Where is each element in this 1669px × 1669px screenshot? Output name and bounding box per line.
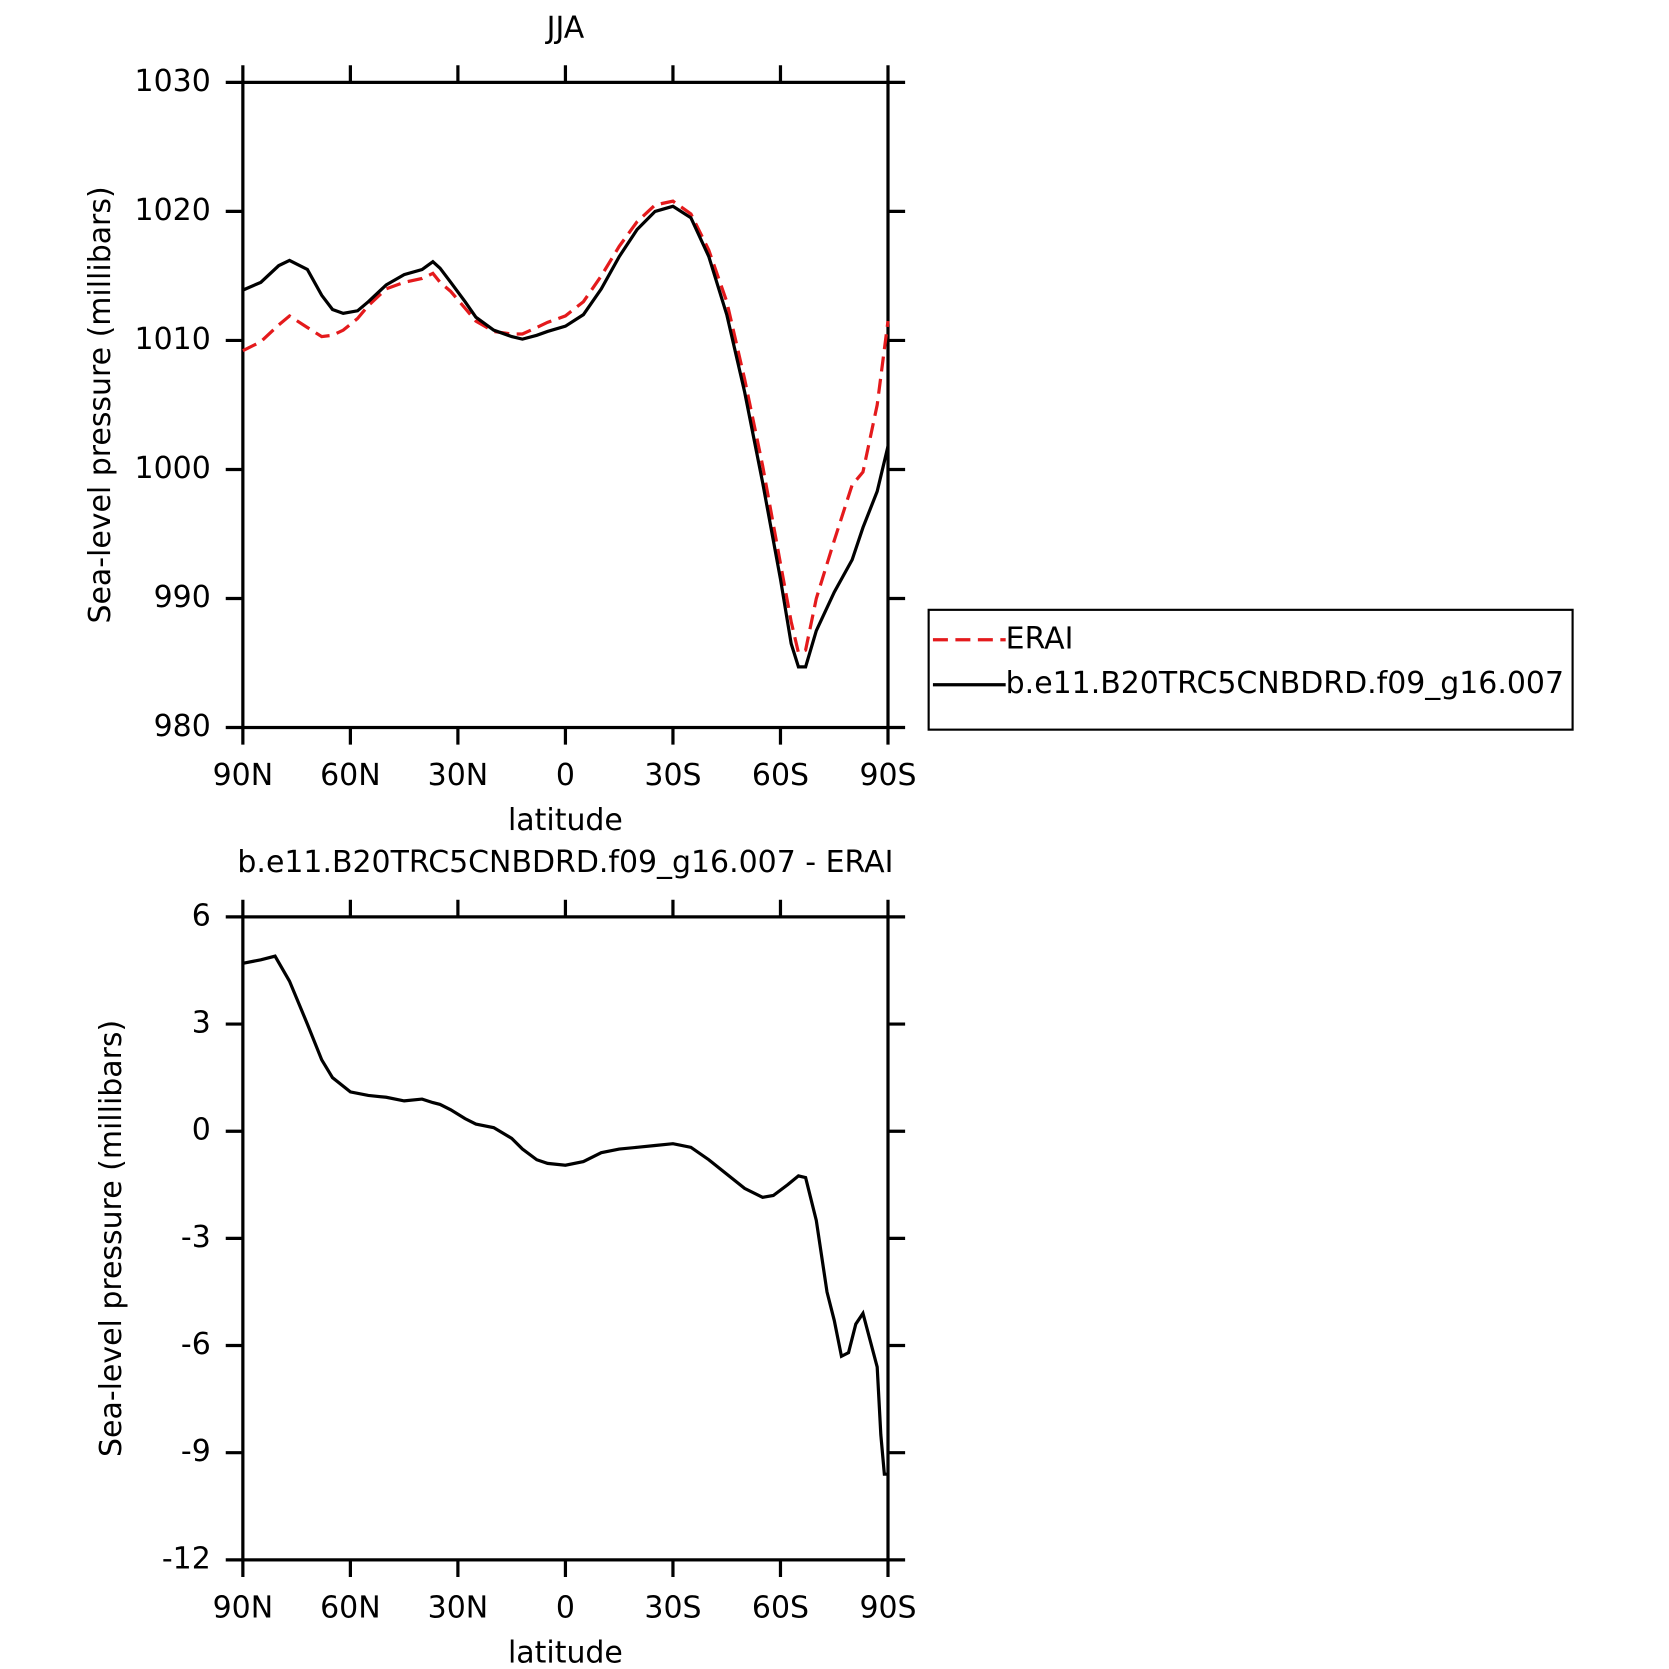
- legend: ERAI b.e11.B20TRC5CNBDRD.f09_g16.007: [927, 608, 1574, 731]
- data-line: [242, 204, 890, 669]
- x-tick-label: 30S: [644, 1591, 701, 1626]
- x-tick-label: 30N: [428, 758, 489, 793]
- y-tick-label: 1030: [135, 64, 211, 99]
- legend-box: [927, 608, 1574, 731]
- x-tick-label: 0: [556, 758, 575, 793]
- data-line: [242, 954, 888, 1476]
- y-tick-label: 6: [192, 898, 211, 933]
- chart-title: JJA: [545, 10, 585, 45]
- y-tick-label: 1020: [135, 193, 211, 228]
- x-tick-label: 30N: [428, 1591, 489, 1626]
- y-axis-label: Sea-level pressure (millibars): [83, 186, 118, 623]
- legend-label: ERAI: [1006, 621, 1074, 656]
- y-tick-label: 1000: [135, 451, 211, 486]
- x-tick-label: 30S: [644, 758, 701, 793]
- chart-title: b.e11.B20TRC5CNBDRD.f09_g16.007 - ERAI: [237, 845, 893, 880]
- y-tick-label: 0: [192, 1113, 211, 1148]
- y-tick-label: -9: [181, 1434, 211, 1469]
- legend-label: b.e11.B20TRC5CNBDRD.f09_g16.007: [1006, 666, 1564, 701]
- x-tick-label: 60N: [320, 758, 380, 793]
- x-tick-label: 90S: [859, 1591, 916, 1626]
- data-line: [242, 199, 890, 655]
- x-tick-label: 60S: [752, 1591, 809, 1626]
- y-axis-label: Sea-level pressure (millibars): [94, 1020, 129, 1457]
- x-axis-label: latitude: [508, 803, 623, 838]
- y-tick-label: 980: [154, 709, 211, 744]
- y-tick-label: -6: [181, 1327, 211, 1362]
- x-tick-label: 90N: [213, 758, 274, 793]
- y-tick-label: 3: [192, 1006, 211, 1041]
- y-tick-label: 1010: [135, 322, 211, 357]
- x-axis-label: latitude: [508, 1636, 623, 1669]
- x-tick-label: 0: [556, 1591, 575, 1626]
- plot-frame: [241, 915, 890, 1562]
- y-tick-label: -3: [181, 1220, 211, 1255]
- x-tick-label: 90S: [859, 758, 916, 793]
- x-tick-label: 60N: [320, 1591, 380, 1626]
- y-tick-label: 990: [154, 580, 211, 615]
- x-tick-label: 90N: [213, 1591, 274, 1626]
- y-tick-label: -12: [162, 1541, 211, 1576]
- plot-frame: [241, 80, 890, 730]
- x-tick-label: 60S: [752, 758, 809, 793]
